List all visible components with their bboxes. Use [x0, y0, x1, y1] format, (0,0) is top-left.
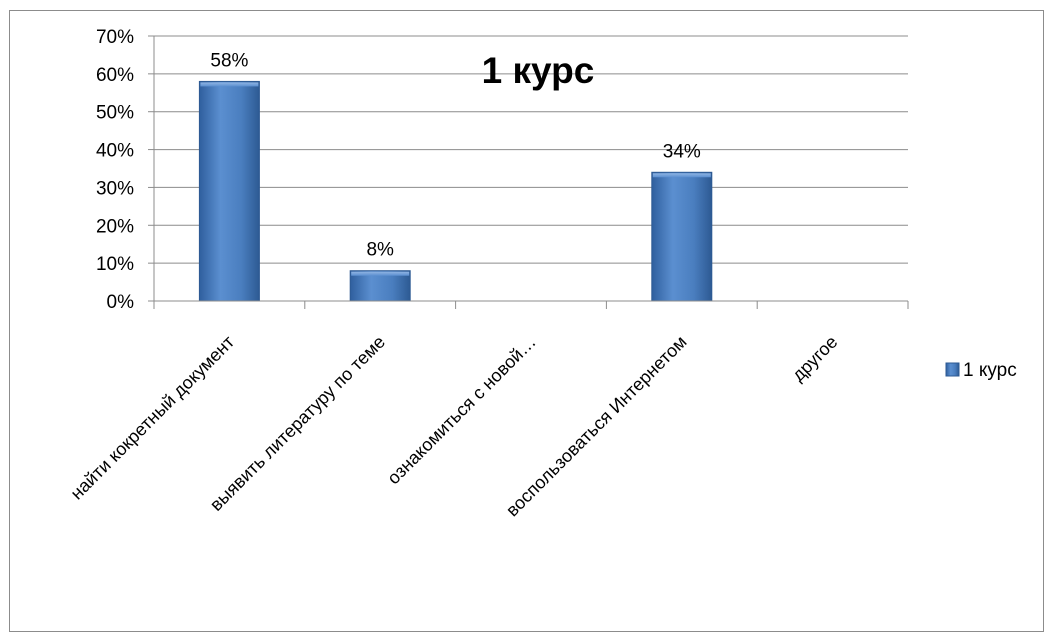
category-label: другое	[788, 332, 841, 385]
y-tick-label: 70%	[96, 27, 134, 48]
gridlines	[154, 35, 908, 264]
y-tick-label: 0%	[107, 292, 135, 313]
y-tick-label: 40%	[96, 141, 134, 162]
category-label: найти кокретный документ	[67, 332, 239, 504]
data-label: 58%	[210, 50, 248, 71]
bars: 58% 8% 34%	[198, 50, 713, 302]
legend-swatch	[945, 362, 960, 377]
bar	[349, 270, 411, 302]
axes	[153, 36, 909, 309]
bar-highlight	[351, 271, 410, 276]
bar-highlight	[652, 173, 711, 178]
legend: 1 курс	[945, 360, 1017, 381]
bar	[198, 80, 260, 302]
chart-title: 1 курс	[482, 50, 595, 91]
chart-frame	[9, 10, 1044, 632]
y-tick-label: 50%	[96, 103, 134, 124]
category-label: воспользоваться Интернетом	[502, 332, 691, 521]
y-tick-label: 10%	[96, 254, 134, 275]
y-tick-label: 30%	[96, 178, 134, 199]
legend-label: 1 курс	[963, 360, 1017, 381]
y-tick-label: 60%	[96, 65, 134, 86]
y-tick-label: 20%	[96, 216, 134, 237]
category-label: ознакомиться с новой…	[383, 332, 539, 488]
y-axis-ticks: 0% 10% 20% 30% 40% 50% 60% 70%	[96, 27, 154, 313]
bar-highlight	[200, 82, 259, 87]
bar	[651, 171, 713, 302]
category-label: выявить литературу по теме	[206, 332, 389, 515]
data-label: 8%	[366, 240, 394, 261]
data-label: 34%	[663, 141, 701, 162]
